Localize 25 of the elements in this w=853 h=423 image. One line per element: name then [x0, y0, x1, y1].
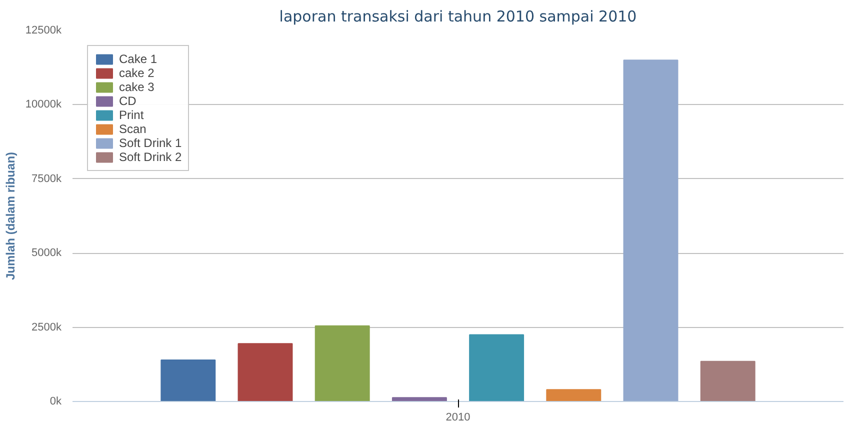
bar	[623, 60, 678, 402]
legend-label: Cake 1	[119, 52, 158, 66]
legend-label: cake 3	[119, 80, 154, 94]
legend-label: Print	[119, 108, 144, 122]
bar	[160, 359, 216, 402]
y-tick-label: 2500k	[32, 321, 62, 334]
legend-label: CD	[119, 94, 138, 108]
bar	[238, 343, 293, 402]
legend-label: Soft Drink 1	[119, 136, 182, 150]
y-tick-label: 0k	[50, 396, 62, 408]
chart-title: laporan transaksi dari tahun 2010 sampai 2010	[279, 8, 637, 26]
bar	[546, 389, 602, 402]
legend-label: Soft Drink 2	[119, 150, 182, 164]
y-tick-label: 5000k	[32, 247, 62, 260]
bar	[469, 334, 524, 402]
legend-label: cake 2	[119, 66, 154, 80]
bar	[392, 397, 447, 402]
legend-label: Scan	[119, 122, 146, 136]
y-tick-label: 7500k	[32, 172, 62, 185]
y-tick-label: 10000k	[25, 98, 62, 111]
y-tick-label: 12500k	[25, 24, 62, 36]
bar	[314, 325, 370, 402]
bar	[700, 360, 756, 402]
x-tick-label: 2010	[446, 412, 470, 423]
y-axis-title: Jumlah (dalam ribuan)	[3, 152, 18, 280]
